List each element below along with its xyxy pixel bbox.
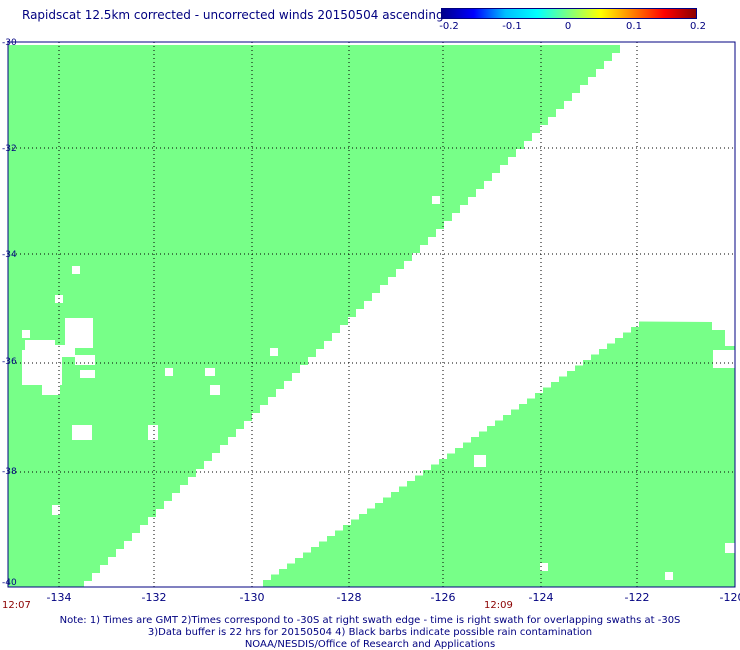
data-gap-11 xyxy=(205,368,215,376)
lon-label-126: -126 xyxy=(430,591,456,604)
data-gap-4 xyxy=(65,318,93,348)
data-gap-6 xyxy=(75,355,95,365)
lon-label-124: -124 xyxy=(528,591,554,604)
data-gap-23 xyxy=(474,455,486,467)
lon-label-132: -132 xyxy=(141,591,167,604)
data-gap-13 xyxy=(270,348,278,356)
colorbar-tick-1: -0.2 xyxy=(439,21,459,32)
lon-label-128: -128 xyxy=(336,591,362,604)
lat-label-36: -36 xyxy=(2,357,17,367)
lat-label-34: -34 xyxy=(2,250,17,260)
note-line-3: NOAA/NESDIS/Office of Research and Appli… xyxy=(244,639,496,650)
swath-data xyxy=(8,45,735,587)
data-gap-20 xyxy=(540,563,548,571)
map-title: Rapidscat 12.5km corrected - uncorrected… xyxy=(22,8,444,22)
lat-label-38: -38 xyxy=(2,467,17,477)
data-gap-9 xyxy=(148,425,158,440)
data-gap-17 xyxy=(22,330,30,338)
lat-label-32: -32 xyxy=(2,144,17,154)
data-gap-5 xyxy=(55,345,75,357)
data-gap-19 xyxy=(713,350,735,368)
lat-label-40: -40 xyxy=(2,578,17,588)
gridlines xyxy=(8,42,735,587)
data-gap-3 xyxy=(42,385,60,395)
lat-label-30: -30 xyxy=(2,38,17,48)
map-frame xyxy=(7,41,736,588)
data-gap-21 xyxy=(665,572,673,580)
note-line-1: Note: 1) Times are GMT 2)Times correspon… xyxy=(59,615,681,626)
data-gap-18 xyxy=(52,505,60,515)
colorbar-tick-5: 0.2 xyxy=(690,21,706,32)
time-label-mid: 12:09 xyxy=(484,600,513,611)
colorbar-tick-2: -0.1 xyxy=(502,21,522,32)
note-line-2: 3)Data buffer is 22 hrs for 20150504 4) … xyxy=(147,627,593,638)
lon-label-134: -134 xyxy=(46,591,72,604)
lon-label-120: -120 xyxy=(719,591,740,604)
lon-label-122: -122 xyxy=(624,591,650,604)
data-gap-22 xyxy=(725,543,735,553)
data-gap-16 xyxy=(432,196,440,204)
colorbar-tick-4: 0.1 xyxy=(626,21,642,32)
lon-label-130: -130 xyxy=(239,591,265,604)
colorbar xyxy=(441,8,697,19)
right-swath xyxy=(263,321,735,587)
data-gap-10 xyxy=(165,368,173,376)
time-label-left: 12:07 xyxy=(2,600,31,611)
data-gap-8 xyxy=(72,425,92,440)
left-swath xyxy=(8,45,620,587)
data-gap-14 xyxy=(72,266,80,274)
data-gap-1 xyxy=(25,340,55,350)
colorbar-tick-3: 0 xyxy=(564,21,572,32)
data-gap-7 xyxy=(80,370,95,378)
data-gap-12 xyxy=(210,385,220,395)
